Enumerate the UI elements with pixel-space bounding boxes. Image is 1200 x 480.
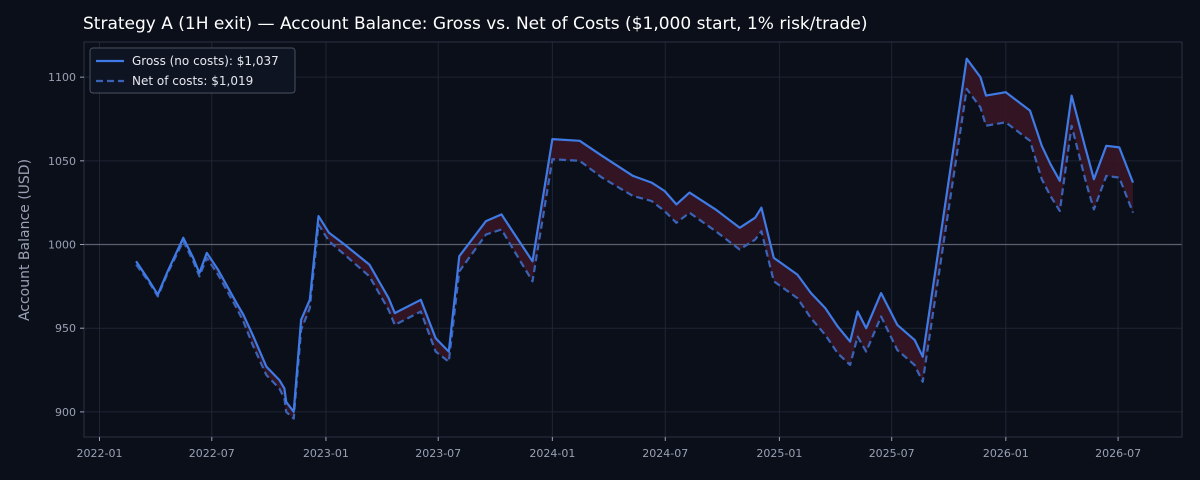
x-tick-label: 2024-01	[529, 447, 575, 460]
x-tick-label: 2023-07	[415, 447, 461, 460]
y-tick-label: 1000	[48, 239, 76, 252]
legend-gross-label: Gross (no costs): $1,037	[132, 54, 279, 68]
x-axis-ticks: 2022-01 2022-07 2023-01 2023-07 2024-01 2024-…	[77, 437, 1141, 460]
chart-title: Strategy A (1H exit) — Account Balance: …	[83, 14, 868, 34]
cost-gap-fill	[136, 58, 1134, 419]
net-series-line	[135, 87, 1135, 420]
y-tick-label: 900	[55, 406, 76, 419]
y-axis-ticks: 900 950 1000 1050 1100	[48, 71, 84, 419]
x-tick-label: 2025-01	[756, 447, 802, 460]
legend: Gross (no costs): $1,037 Net of costs: $1…	[89, 47, 296, 94]
gross-series-line	[135, 57, 1135, 413]
x-tick-label: 2026-01	[983, 447, 1029, 460]
legend-net-label: Net of costs: $1,019	[132, 74, 253, 88]
x-tick-label: 2022-07	[189, 447, 235, 460]
y-tick-label: 1100	[48, 71, 76, 84]
x-tick-label: 2024-07	[642, 447, 688, 460]
series-lines	[135, 57, 1135, 420]
legend-box	[89, 47, 296, 94]
axes	[83, 41, 1183, 438]
plot-frame	[83, 41, 1183, 438]
x-tick-label: 2026-07	[1095, 447, 1141, 460]
y-tick-label: 1050	[48, 155, 76, 168]
x-tick-label: 2023-01	[303, 447, 349, 460]
x-tick-label: 2022-01	[77, 447, 123, 460]
cost-fill-area	[136, 58, 1134, 419]
x-tick-label: 2025-07	[869, 447, 915, 460]
y-tick-label: 950	[55, 322, 76, 335]
